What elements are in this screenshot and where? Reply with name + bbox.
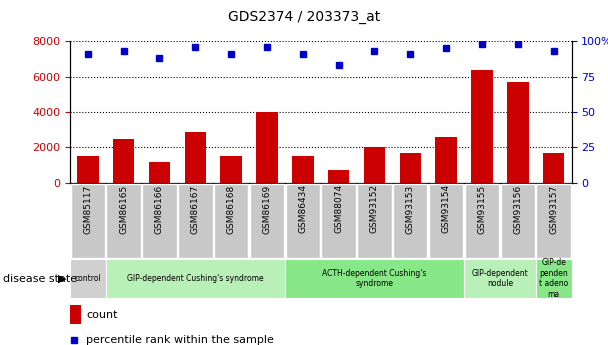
Bar — [220, 156, 242, 183]
Bar — [364, 148, 385, 183]
Text: GSM93155: GSM93155 — [477, 184, 486, 234]
FancyBboxPatch shape — [250, 184, 284, 258]
FancyBboxPatch shape — [536, 259, 572, 298]
FancyBboxPatch shape — [106, 184, 141, 258]
Text: GSM93153: GSM93153 — [406, 184, 415, 234]
FancyBboxPatch shape — [106, 259, 285, 298]
Text: GSM85117: GSM85117 — [83, 184, 92, 234]
Bar — [435, 137, 457, 183]
Bar — [507, 82, 528, 183]
Bar — [399, 153, 421, 183]
Text: GSM93154: GSM93154 — [441, 184, 451, 234]
Bar — [113, 139, 134, 183]
FancyBboxPatch shape — [464, 259, 536, 298]
FancyBboxPatch shape — [322, 184, 356, 258]
Bar — [328, 170, 350, 183]
FancyBboxPatch shape — [429, 184, 463, 258]
Bar — [292, 156, 314, 183]
Text: GSM88074: GSM88074 — [334, 184, 343, 234]
Bar — [149, 161, 170, 183]
Text: GSM93157: GSM93157 — [549, 184, 558, 234]
Text: GIP-dependent
nodule: GIP-dependent nodule — [471, 269, 528, 288]
Bar — [77, 156, 98, 183]
Text: GSM86434: GSM86434 — [299, 184, 307, 233]
Text: GSM86166: GSM86166 — [155, 184, 164, 234]
Text: percentile rank within the sample: percentile rank within the sample — [86, 335, 274, 345]
Text: GIP-de
penden
t adeno
ma: GIP-de penden t adeno ma — [539, 258, 568, 299]
FancyBboxPatch shape — [536, 184, 571, 258]
Text: ▶: ▶ — [58, 274, 67, 284]
FancyBboxPatch shape — [500, 184, 535, 258]
Text: GSM86165: GSM86165 — [119, 184, 128, 234]
FancyBboxPatch shape — [285, 259, 464, 298]
FancyBboxPatch shape — [286, 184, 320, 258]
Bar — [70, 305, 81, 324]
FancyBboxPatch shape — [393, 184, 427, 258]
FancyBboxPatch shape — [358, 184, 392, 258]
FancyBboxPatch shape — [178, 184, 213, 258]
Bar — [543, 153, 564, 183]
Text: GSM86168: GSM86168 — [227, 184, 236, 234]
FancyBboxPatch shape — [214, 184, 248, 258]
Text: GSM86167: GSM86167 — [191, 184, 200, 234]
FancyBboxPatch shape — [71, 184, 105, 258]
Text: count: count — [86, 310, 117, 320]
Text: GSM93156: GSM93156 — [513, 184, 522, 234]
FancyBboxPatch shape — [70, 259, 106, 298]
Text: GDS2374 / 203373_at: GDS2374 / 203373_at — [228, 10, 380, 24]
Text: disease state: disease state — [3, 274, 77, 284]
Text: GSM93152: GSM93152 — [370, 184, 379, 234]
Bar — [185, 131, 206, 183]
Text: control: control — [74, 274, 101, 283]
FancyBboxPatch shape — [142, 184, 177, 258]
Bar — [471, 70, 492, 183]
Text: GIP-dependent Cushing's syndrome: GIP-dependent Cushing's syndrome — [127, 274, 264, 283]
Text: GSM86169: GSM86169 — [263, 184, 272, 234]
Bar — [256, 112, 278, 183]
Text: ACTH-dependent Cushing's
syndrome: ACTH-dependent Cushing's syndrome — [322, 269, 427, 288]
FancyBboxPatch shape — [465, 184, 499, 258]
